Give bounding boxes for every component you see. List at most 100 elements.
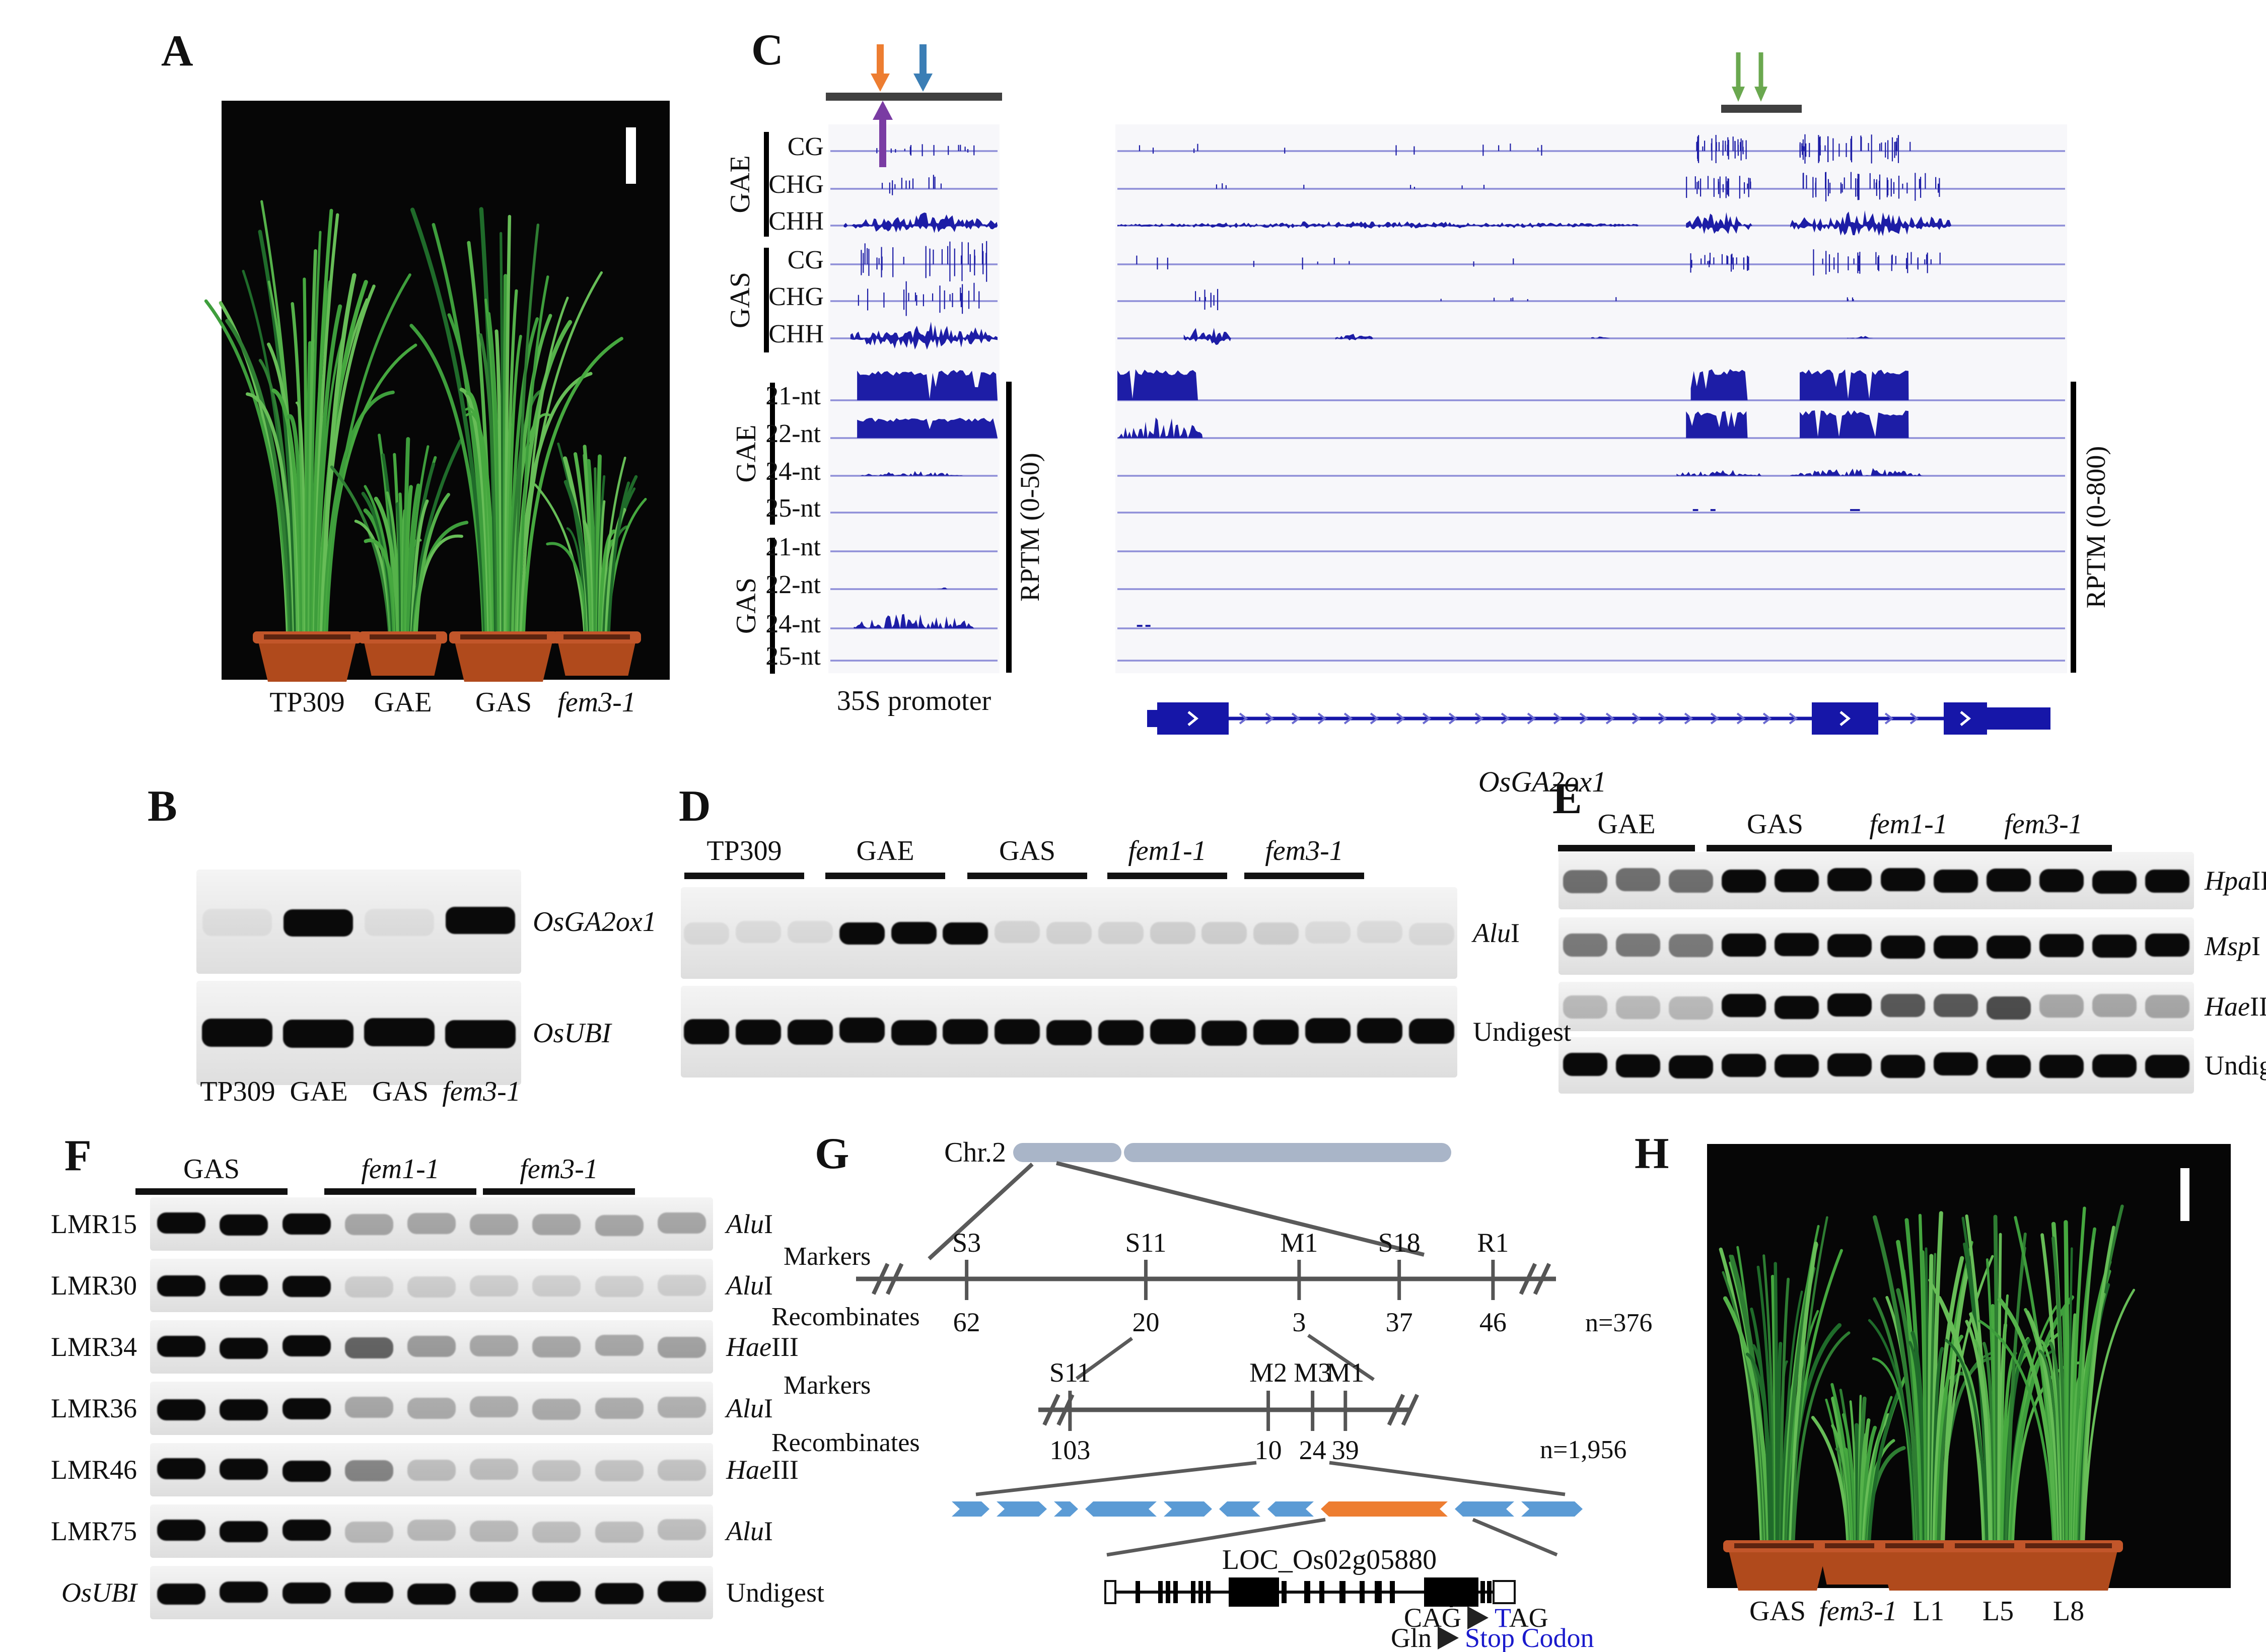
gel-band [1668,869,1713,893]
gel-band [1046,1020,1092,1046]
gel-band [657,1337,706,1358]
gel-band [282,1213,331,1235]
recombinants-M3: 24 [1299,1435,1326,1465]
plant-label-TP309: TP309 [269,687,345,718]
digest-label: HaeIII [726,1332,799,1362]
track-group-label-GAS: GAS [725,271,756,329]
group-underline [1107,873,1227,879]
panel-d-letter: D [679,782,711,831]
marker-S11: S11 [1125,1228,1167,1258]
gel-band [1722,933,1766,957]
group-underline [1840,845,1977,851]
gel-band [657,1581,706,1602]
track-panel-osga2ox1 [1115,124,2067,673]
gel-band [788,1020,833,1045]
gel-band [202,908,272,936]
group-underline [324,1188,476,1195]
gel-band [1827,933,1872,957]
gel-band [344,1521,393,1543]
gel-band [1253,1020,1299,1045]
group-label-fem3-1: fem3-1 [1265,835,1343,867]
gel-band [220,1521,268,1542]
gel-band [995,1019,1040,1044]
gel-band [407,1335,456,1357]
gel-strip [150,1566,713,1619]
track-label-24-nt: 24-nt [765,610,821,638]
gel-band [2145,995,2190,1019]
gel-strip [1559,852,2194,909]
group-label-GAE: GAE [856,835,914,867]
gel-band [1722,1054,1766,1077]
marker-M2: M2 [1249,1357,1288,1388]
group-underline [483,1188,635,1195]
gel-strip [1559,917,2194,975]
panel-h-photo [1707,1144,2231,1588]
marker-R1: R1 [1477,1228,1509,1258]
gel-band [157,1399,206,1420]
gel-band [532,1399,581,1420]
plant-label-L5: L5 [1982,1596,2014,1627]
gel-strip [196,870,521,974]
group-label-GAS: GAS [1746,809,1804,840]
gel-band [1775,996,1819,1020]
gel-band [282,1398,331,1420]
digest-label: MspI [2205,931,2260,961]
gel-band [1775,933,1819,957]
gel-band [1986,868,2031,892]
gel-band [1933,993,1978,1017]
gel-band [1150,1019,1195,1044]
gel-band [1880,994,1925,1018]
track-label-21-nt: 21-nt [765,382,821,410]
track-label-CHH: CHH [768,207,824,236]
digest-label: AluI [726,1393,773,1423]
group-underline [1707,845,1844,851]
recombinants-M1: 39 [1331,1435,1359,1465]
region-label-35s-promoter: 35S promoter [836,685,992,716]
locus-row-label-LMR36: LMR36 [50,1393,137,1423]
track-label-21-nt: 21-nt [765,533,821,561]
gel-band [532,1213,581,1235]
digest-label: HpaII [2205,866,2266,896]
gel-band [157,1520,206,1541]
gel-band [736,1019,782,1045]
gel-strip [150,1382,713,1435]
gel-strip [150,1320,713,1374]
panel-g-letter: G [815,1129,849,1178]
marker-M1: M1 [1280,1228,1318,1258]
axis-label-rptm-left: RPTM (0-50) [1015,453,1045,602]
gel-band [1933,870,1978,893]
gel-band [532,1336,581,1357]
gel-band [736,921,782,944]
gel-band [157,1458,206,1479]
lane-label-GAS: GAS [372,1076,429,1107]
recombinants-S11: 20 [1132,1307,1160,1337]
gel-band [2145,933,2190,957]
gel-band [595,1275,644,1297]
digest-label: AluI [726,1270,773,1301]
gel-band [943,1019,988,1044]
gel-band [1880,935,1925,959]
marker-S18: S18 [1378,1228,1421,1258]
gel-band [1933,936,1978,959]
gel-band [839,1018,885,1043]
panel-h-letter: H [1635,1129,1669,1178]
track-group-label-GAS: GAS [731,577,762,634]
gel-band [470,1214,519,1236]
gel-band [684,922,730,945]
track-label-25-nt: 25-nt [765,494,821,523]
gel-band [344,1213,393,1235]
group-label-GAS: GAS [999,835,1056,867]
recombinates-label-1: Recombinates [771,1303,920,1331]
lane-label-fem3-1: fem3-1 [442,1076,521,1107]
axis-label-rptm-right: RPTM (0-800) [2081,446,2111,609]
gel-band [1775,869,1819,892]
gel-band [595,1335,644,1356]
gel-band [532,1581,581,1602]
group-label-fem3-1: fem3-1 [2004,809,2083,840]
gel-band [1150,921,1195,944]
gel-band [344,1460,393,1481]
gel-band [470,1582,519,1603]
panel-e-letter: E [1552,774,1582,823]
gel-band [891,1020,937,1046]
gel-strip [150,1504,713,1558]
